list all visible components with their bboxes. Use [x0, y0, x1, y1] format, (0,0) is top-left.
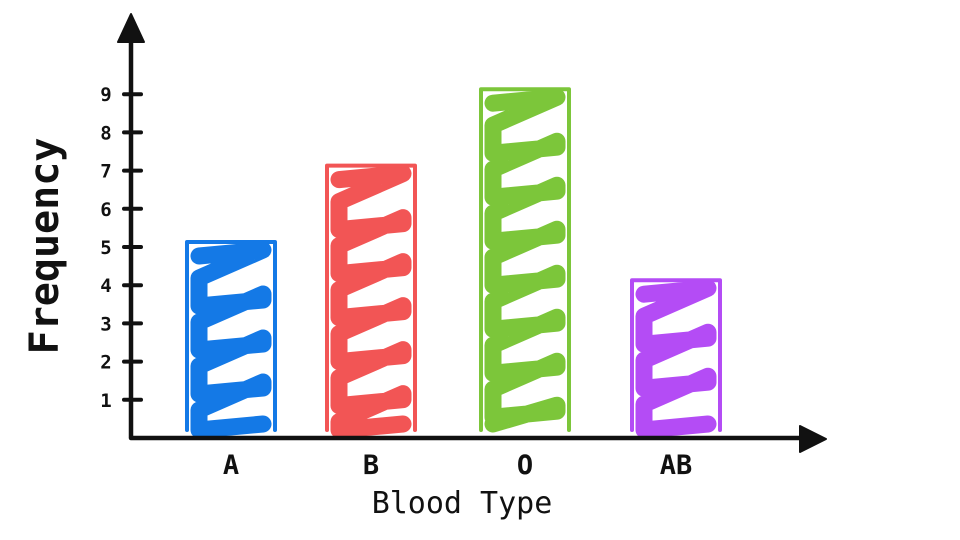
bar-b-outline — [325, 163, 417, 432]
y-tick-label-9: 9 — [100, 84, 111, 106]
bar-ab — [630, 278, 722, 439]
y-tick-label-7: 7 — [100, 161, 111, 183]
y-ticks: 1 2 3 4 5 6 7 8 9 — [100, 84, 143, 412]
x-axis-arrowhead — [799, 425, 827, 453]
bar-ab-scribble-fill — [635, 279, 717, 439]
x-tick-label-a: A — [223, 450, 239, 481]
bar-a-scribble-fill — [190, 241, 272, 439]
x-tick-label-ab: AB — [660, 450, 693, 481]
bar-ab-outline — [630, 278, 722, 432]
y-tick-label-8: 8 — [100, 122, 111, 144]
x-axis-title: Blood Type — [372, 486, 553, 521]
bars-layer — [185, 87, 722, 439]
bar-a — [185, 240, 277, 439]
y-tick-label-6: 6 — [100, 199, 111, 221]
bar-b-scribble-fill — [330, 165, 412, 439]
category-labels: A B O AB — [223, 450, 692, 481]
bar-o-scribble-fill — [484, 88, 566, 433]
y-axis-title: Frequency — [22, 138, 68, 355]
y-axis-arrowhead — [117, 13, 145, 43]
y-tick-label-1: 1 — [100, 390, 111, 412]
y-tick-label-3: 3 — [100, 313, 111, 335]
bar-a-outline — [185, 240, 277, 432]
x-tick-label-o: O — [517, 450, 533, 481]
y-tick-label-5: 5 — [100, 237, 111, 259]
bar-b — [325, 163, 417, 439]
y-tick-label-2: 2 — [100, 352, 111, 374]
bar-o — [479, 87, 571, 433]
x-tick-label-b: B — [363, 450, 379, 481]
bar-o-outline — [479, 87, 571, 432]
y-tick-label-4: 4 — [100, 275, 111, 297]
